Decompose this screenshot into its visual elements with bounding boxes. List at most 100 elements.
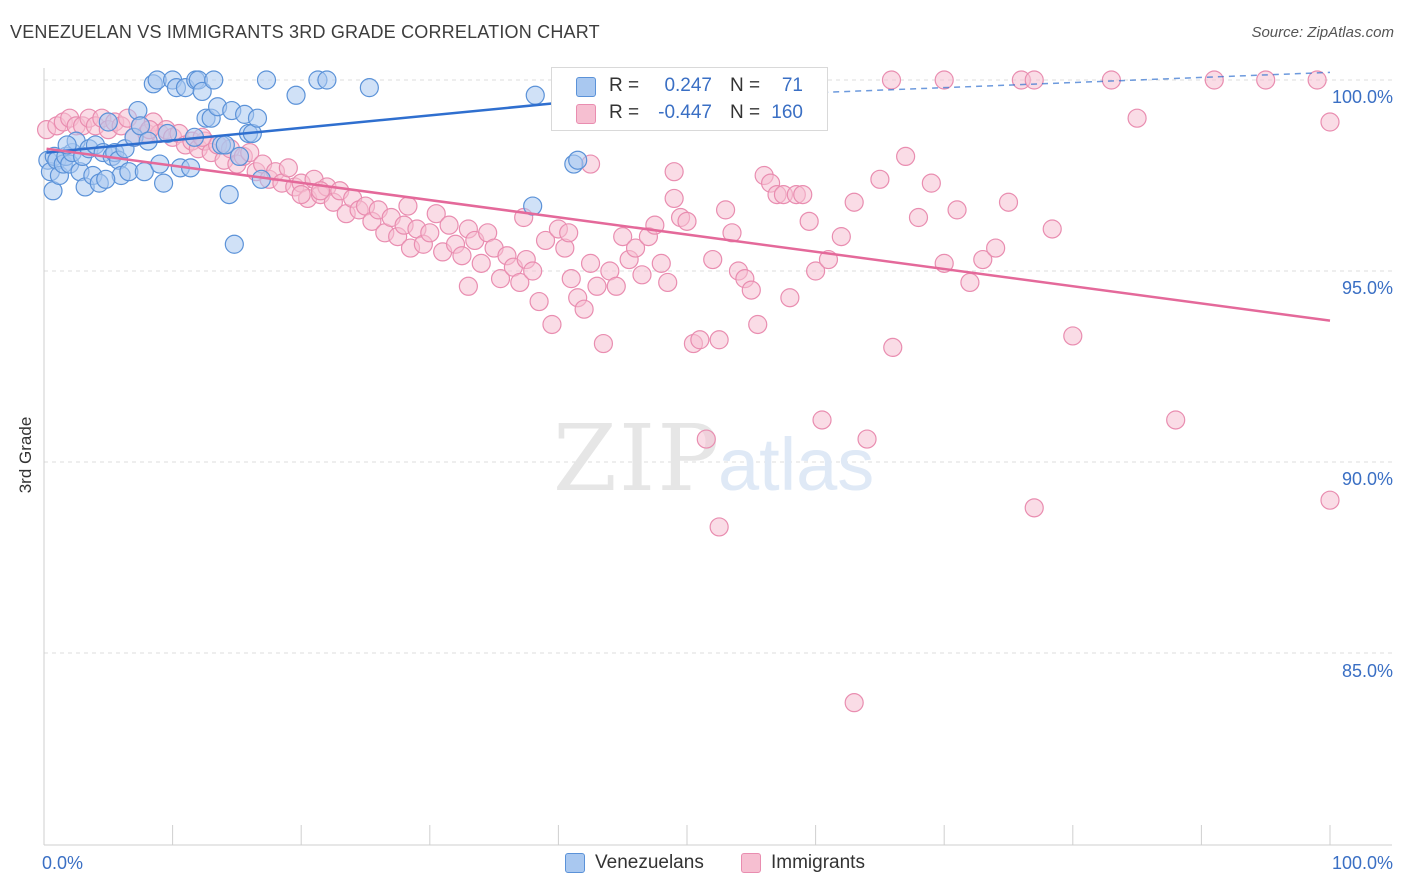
venezuelans-point xyxy=(286,85,306,105)
x-tick-label: 100.0% xyxy=(1331,853,1393,873)
watermark-atlas: atlas xyxy=(718,423,874,506)
venezuelans-swatch xyxy=(576,77,596,97)
immigrants-point xyxy=(1042,219,1062,239)
immigrants-point xyxy=(1320,112,1340,132)
immigrants-point xyxy=(664,188,684,209)
immigrants-point xyxy=(632,265,652,285)
immigrants-point xyxy=(881,70,902,90)
venezuelans-point xyxy=(359,78,379,98)
venezuelans-point xyxy=(229,146,250,166)
immigrants-point xyxy=(559,223,579,243)
y-tick-label: 95.0% xyxy=(1341,278,1393,298)
immigrants-point xyxy=(709,517,729,537)
immigrants-point xyxy=(278,158,298,178)
immigrants-point xyxy=(715,200,736,220)
immigrants-point xyxy=(799,211,819,231)
immigrants-point xyxy=(458,276,478,296)
immigrants-swatch xyxy=(741,853,761,873)
r-value: -0.447 xyxy=(658,102,712,123)
immigrants-point xyxy=(1320,490,1340,510)
immigrants-point xyxy=(857,429,877,449)
immigrants-point xyxy=(291,185,311,205)
immigrants-point xyxy=(606,276,626,296)
immigrants-point xyxy=(748,314,768,335)
venezuelans-trend-extension xyxy=(558,71,1331,104)
immigrants-point xyxy=(844,192,864,212)
venezuelans-point xyxy=(256,70,277,90)
immigrants-point xyxy=(535,230,556,251)
immigrants-point xyxy=(805,261,826,281)
immigrants-point xyxy=(1166,410,1186,430)
immigrants-point xyxy=(574,299,594,319)
immigrants-point xyxy=(703,249,723,270)
venezuelans-point xyxy=(96,169,116,189)
immigrants-points xyxy=(36,70,1340,713)
y-tick-label: 90.0% xyxy=(1341,469,1393,489)
immigrants-point xyxy=(651,253,671,273)
immigrants-point xyxy=(1024,70,1044,90)
immigrants-point xyxy=(426,204,446,224)
venezuelans-point xyxy=(192,81,212,102)
immigrants-point xyxy=(664,162,684,182)
immigrants-point xyxy=(677,211,697,231)
venezuelans-point xyxy=(98,112,118,132)
venezuelans-point xyxy=(157,123,178,144)
immigrants-point xyxy=(934,70,954,90)
immigrants-point xyxy=(690,330,710,350)
venezuelans-point xyxy=(153,173,174,193)
immigrants-point xyxy=(1063,326,1083,346)
venezuelans-point xyxy=(525,85,545,105)
immigrants-point xyxy=(613,227,633,247)
immigrants-point xyxy=(452,246,472,266)
immigrants-point xyxy=(812,410,832,430)
trend-lines xyxy=(46,71,1331,322)
immigrants-point xyxy=(587,276,607,296)
immigrants-point xyxy=(1256,70,1276,90)
stats-legend: R = 0.247 N = 71 R = -0.447 N = 160 xyxy=(551,67,828,131)
legend-label: Venezuelans xyxy=(595,852,704,873)
venezuelans-point xyxy=(317,70,337,90)
immigrants-point xyxy=(1101,70,1121,90)
r-label: R = xyxy=(609,102,640,123)
watermark-zip: ZIP xyxy=(553,405,721,512)
legend-label: Immigrants xyxy=(771,852,865,873)
immigrants-point xyxy=(561,269,581,289)
immigrants-point xyxy=(1307,70,1327,90)
immigrants-point xyxy=(973,249,993,270)
immigrants-point xyxy=(986,238,1006,258)
legend-row-immigrants: R = -0.447 N = 160 xyxy=(552,101,827,127)
venezuelans-point xyxy=(224,234,244,254)
immigrants-point xyxy=(625,238,646,258)
n-label: N = xyxy=(730,75,761,96)
venezuelans-swatch xyxy=(565,853,585,873)
r-label: R = xyxy=(609,75,640,96)
immigrants-point xyxy=(896,146,916,166)
immigrants-swatch xyxy=(576,104,596,124)
immigrants-point xyxy=(542,314,562,335)
immigrants-point xyxy=(523,261,543,281)
venezuelans-point xyxy=(219,185,239,205)
immigrants-point xyxy=(1127,108,1147,128)
immigrants-point xyxy=(593,333,614,354)
immigrants-point xyxy=(471,253,491,273)
immigrants-point xyxy=(420,223,440,243)
immigrants-point xyxy=(921,173,941,193)
immigrants-point xyxy=(741,280,761,300)
venezuelans-point xyxy=(247,108,268,128)
immigrants-point xyxy=(580,253,601,273)
immigrants-point xyxy=(696,429,716,449)
venezuelans-trend-line xyxy=(46,101,559,154)
immigrants-point xyxy=(870,169,890,189)
immigrants-point xyxy=(1024,498,1044,518)
immigrants-point xyxy=(510,272,530,293)
venezuelans-point xyxy=(204,70,224,90)
immigrants-point xyxy=(709,330,729,350)
source-credit: Source: ZipAtlas.com xyxy=(1251,24,1394,41)
immigrants-point xyxy=(398,196,418,216)
immigrants-point xyxy=(658,272,678,293)
venezuelans-points xyxy=(38,70,588,254)
r-value: 0.247 xyxy=(664,75,712,96)
watermark: ZIP atlas xyxy=(553,405,874,512)
immigrants-point xyxy=(831,227,851,247)
